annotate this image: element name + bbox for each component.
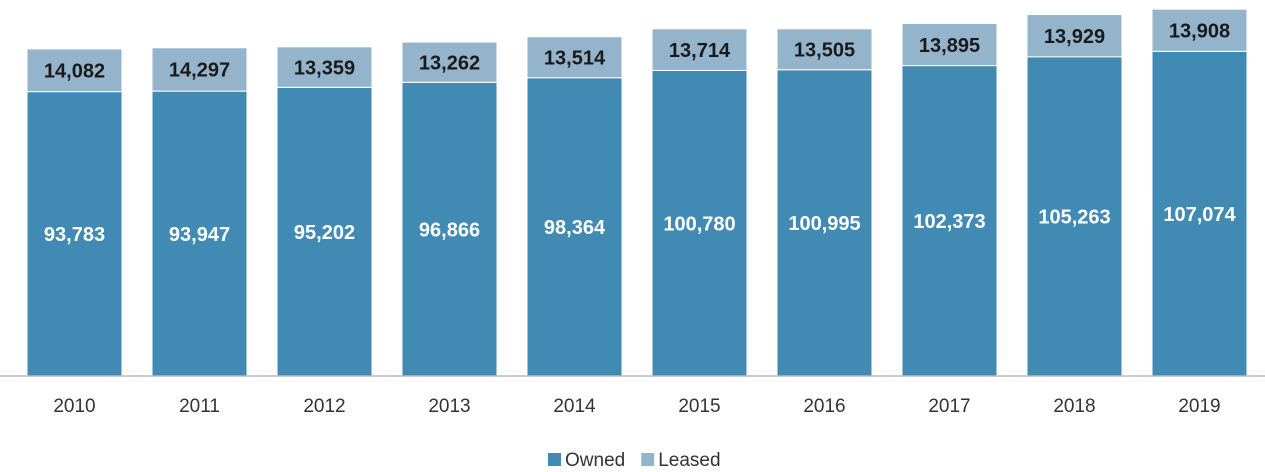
legend-swatch bbox=[641, 453, 655, 466]
bar-segment bbox=[1026, 14, 1123, 58]
x-tick-label: 2016 bbox=[803, 396, 845, 417]
legend-label: Leased bbox=[658, 450, 720, 471]
x-tick-label: 2010 bbox=[53, 396, 95, 417]
data-label: 14,082 bbox=[44, 61, 105, 83]
bar-segment bbox=[401, 81, 498, 377]
bar-segment bbox=[901, 65, 998, 377]
data-label: 100,780 bbox=[663, 213, 735, 235]
bar-segment bbox=[651, 28, 748, 71]
data-label: 13,929 bbox=[1044, 26, 1105, 48]
legend-label: Owned bbox=[565, 450, 625, 471]
bar-segment bbox=[276, 86, 373, 377]
data-label: 13,514 bbox=[544, 48, 606, 70]
bar-segment bbox=[651, 69, 748, 377]
data-label: 93,947 bbox=[169, 224, 230, 246]
bar-segment bbox=[526, 36, 623, 79]
x-tick-label: 2012 bbox=[303, 396, 345, 417]
data-label: 100,995 bbox=[788, 213, 860, 235]
bar-segment bbox=[151, 47, 248, 92]
x-tick-label: 2017 bbox=[928, 396, 970, 417]
data-label: 95,202 bbox=[294, 222, 355, 244]
x-tick-label: 2013 bbox=[428, 396, 470, 417]
bar-segment bbox=[26, 48, 123, 93]
x-tick-label: 2014 bbox=[553, 396, 596, 417]
bar-segment bbox=[1151, 8, 1248, 52]
bar-segment bbox=[401, 41, 498, 83]
bar-segment bbox=[1151, 50, 1248, 377]
bar-segment bbox=[776, 28, 873, 71]
data-label: 93,783 bbox=[44, 224, 105, 246]
data-label: 13,359 bbox=[294, 57, 355, 79]
bar-segment bbox=[776, 69, 873, 377]
data-label: 13,895 bbox=[919, 35, 980, 57]
x-tick-label: 2015 bbox=[678, 396, 720, 417]
bar-segment bbox=[1026, 56, 1123, 377]
bar-segment bbox=[276, 46, 373, 88]
data-label: 13,262 bbox=[419, 52, 480, 74]
data-label: 105,263 bbox=[1038, 207, 1110, 229]
x-tick-label: 2018 bbox=[1053, 396, 1095, 417]
data-label: 96,866 bbox=[419, 219, 480, 241]
bar-segment bbox=[901, 22, 998, 67]
data-label: 13,714 bbox=[669, 40, 731, 62]
data-label: 13,908 bbox=[1169, 21, 1230, 43]
data-label: 14,297 bbox=[169, 60, 230, 82]
data-label: 107,074 bbox=[1163, 204, 1236, 226]
x-tick-label: 2019 bbox=[1178, 396, 1220, 417]
data-label: 98,364 bbox=[544, 217, 606, 239]
bar-segment bbox=[26, 91, 123, 377]
x-tick-label: 2011 bbox=[179, 396, 220, 417]
data-label: 102,373 bbox=[913, 211, 985, 233]
legend-swatch bbox=[548, 453, 561, 466]
data-label: 13,505 bbox=[794, 40, 855, 62]
